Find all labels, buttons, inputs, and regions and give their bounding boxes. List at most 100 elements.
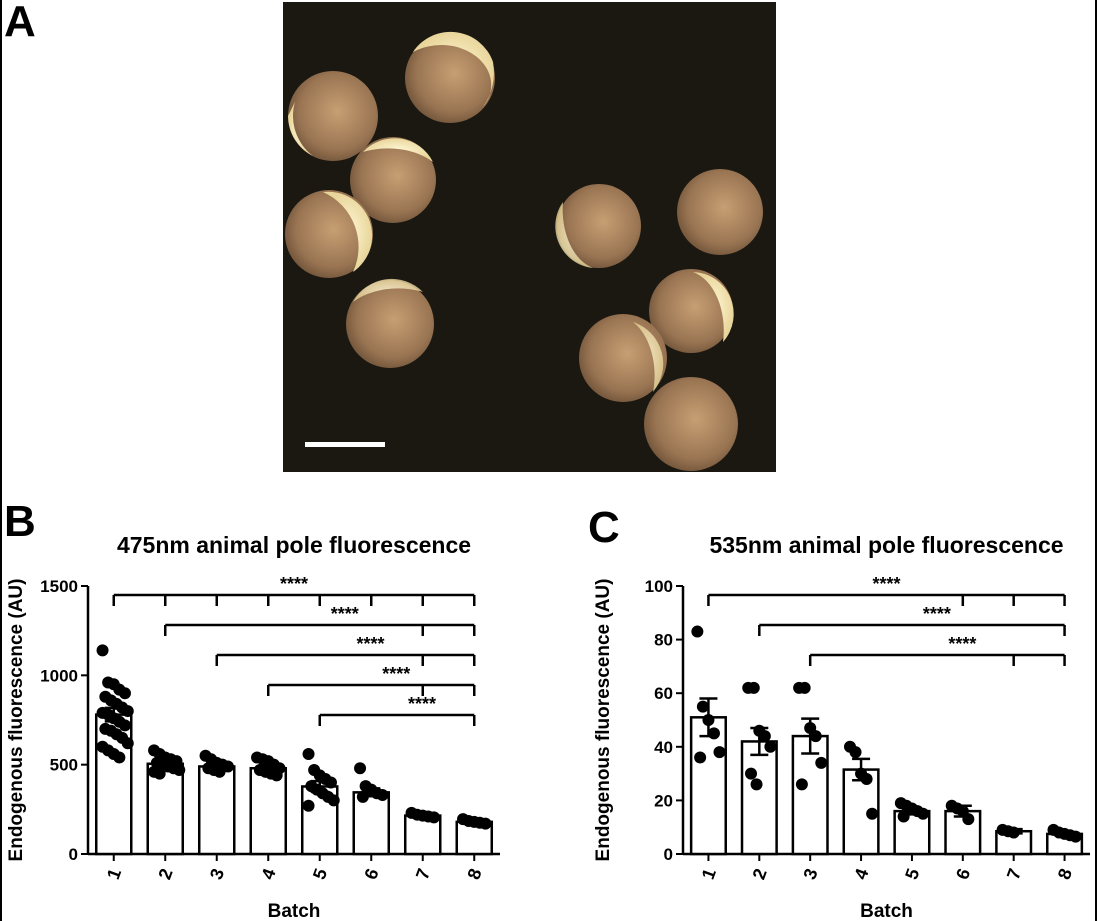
- data-point: [691, 625, 704, 638]
- data-point: [764, 740, 777, 753]
- y-tick-label: 1500: [40, 577, 78, 596]
- bar: [791, 734, 829, 856]
- bar: [740, 740, 778, 856]
- data-point: [917, 807, 930, 820]
- significance-label: ****: [872, 574, 900, 594]
- data-point: [327, 794, 340, 807]
- y-tick-label: 60: [654, 684, 673, 703]
- embryo: [405, 31, 495, 123]
- data-point: [694, 751, 707, 764]
- data-point: [815, 756, 828, 769]
- chart-title: 475nm animal pole fluorescence: [117, 532, 471, 558]
- x-tick-label: 8: [464, 866, 486, 882]
- y-tick-label: 1000: [40, 666, 78, 685]
- y-tick-label: 80: [654, 631, 673, 650]
- significance-label: ****: [280, 574, 308, 594]
- chart-c: 535nm animal pole fluorescence 0 20 40 60 80 1…: [593, 532, 1090, 921]
- data-point: [696, 700, 709, 713]
- data-point: [809, 730, 822, 743]
- x-tick-label: 6: [361, 866, 383, 882]
- embryo: [285, 190, 373, 278]
- data-point: [962, 813, 975, 826]
- significance-label: ****: [331, 604, 359, 624]
- embryo: [555, 184, 641, 268]
- data-point: [897, 810, 910, 823]
- embryo: [677, 169, 763, 255]
- data-point: [1069, 830, 1082, 843]
- data-point: [173, 764, 186, 777]
- significance-label: ****: [408, 694, 436, 714]
- embryo: [346, 278, 434, 368]
- data-point: [713, 746, 726, 759]
- y-axis-label: Endogenous fluorescence (AU): [6, 579, 27, 862]
- x-tick-label: 2: [155, 866, 177, 882]
- x-axis-label: Batch: [860, 901, 913, 921]
- x-tick-label: 4: [850, 866, 872, 882]
- bar: [197, 765, 236, 856]
- y-tick-label: 40: [654, 738, 673, 757]
- chart-title: 535nm animal pole fluorescence: [709, 532, 1063, 558]
- significance-label: ****: [356, 634, 384, 654]
- y-tick-label: 100: [645, 577, 673, 596]
- figure-border-left: [0, 0, 2, 921]
- x-tick-label: 7: [1003, 866, 1025, 882]
- embryo-group: [285, 31, 763, 471]
- data-point: [121, 737, 134, 750]
- bar: [689, 716, 727, 856]
- x-tick-label: 5: [901, 866, 923, 882]
- data-point: [302, 747, 315, 760]
- scale-bar: [305, 442, 385, 447]
- y-tick-label: 0: [664, 845, 673, 864]
- significance-label: ****: [948, 634, 976, 654]
- significance-label: ****: [923, 604, 951, 624]
- y-axis-label: Endogenous fluorescence (AU): [593, 579, 614, 862]
- significance-label: ****: [382, 664, 410, 684]
- figure-border-right: [1095, 0, 1097, 921]
- x-axis-label: Batch: [268, 901, 321, 921]
- data-point: [758, 730, 771, 743]
- data-point: [121, 705, 134, 718]
- embryo: [350, 137, 436, 223]
- x-tick-label: 4: [258, 866, 280, 882]
- panel-label-a: A: [4, 0, 36, 46]
- data-point: [118, 687, 131, 700]
- bar: [249, 766, 288, 856]
- data-point: [795, 778, 808, 791]
- embryo: [579, 314, 667, 402]
- x-tick-label: 5: [309, 866, 331, 882]
- data-point: [153, 767, 166, 780]
- data-point: [324, 776, 337, 789]
- x-tick-label: 3: [799, 866, 821, 882]
- data-point: [113, 751, 126, 764]
- x-tick-label: 1: [698, 866, 720, 882]
- data-point: [798, 681, 811, 694]
- x-tick-label: 1: [103, 866, 125, 882]
- data-point: [747, 681, 760, 694]
- x-tick-label: 8: [1054, 866, 1076, 882]
- data-point: [302, 799, 315, 812]
- xenopus-embryos-photo: [283, 2, 776, 472]
- data-point: [750, 778, 763, 791]
- x-tick-label: 7: [412, 866, 434, 882]
- data-point: [849, 746, 862, 759]
- embryo: [649, 269, 734, 353]
- bar: [352, 791, 391, 856]
- data-point: [354, 762, 367, 775]
- panel-label-c: C: [588, 503, 620, 552]
- panel-label-b: B: [4, 497, 36, 546]
- x-tick-label: 3: [206, 866, 228, 882]
- data-point: [745, 767, 758, 780]
- data-point: [707, 727, 720, 740]
- data-point: [96, 644, 109, 657]
- y-tick-label: 20: [654, 791, 673, 810]
- embryo: [644, 377, 738, 471]
- data-point: [860, 772, 873, 785]
- y-tick-label: 500: [50, 756, 78, 775]
- data-point: [270, 769, 283, 782]
- embryo: [288, 71, 378, 161]
- data-point: [866, 807, 879, 820]
- y-tick-label: 0: [69, 845, 78, 864]
- data-point: [376, 789, 389, 802]
- x-tick-label: 2: [749, 866, 771, 882]
- x-tick-label: 6: [952, 866, 974, 882]
